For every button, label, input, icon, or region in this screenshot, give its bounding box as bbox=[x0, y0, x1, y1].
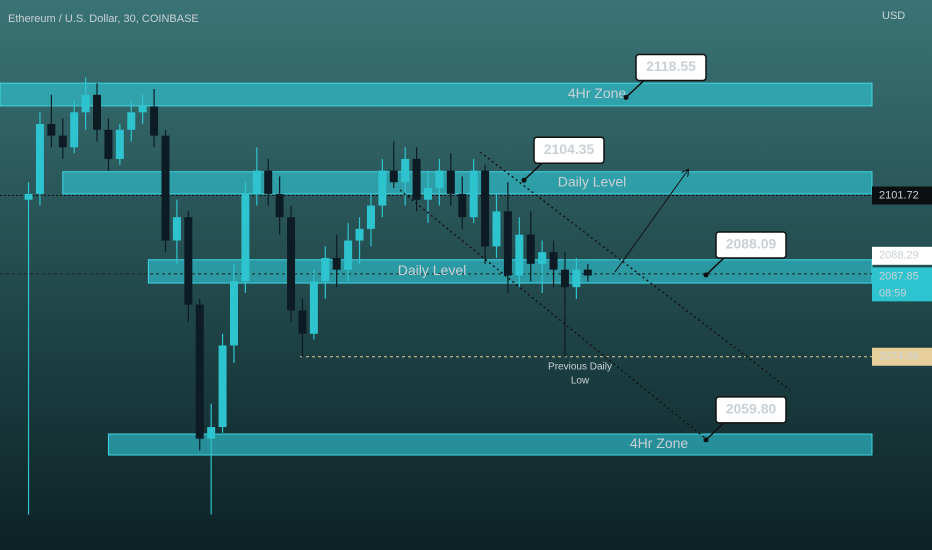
candle-body bbox=[401, 158, 410, 183]
callout-box bbox=[715, 396, 787, 424]
candle-body bbox=[35, 123, 44, 194]
callout-label: 2104.35 bbox=[544, 141, 595, 157]
candle-body bbox=[332, 258, 341, 270]
callout-anchor bbox=[703, 272, 709, 278]
candle-body bbox=[538, 252, 547, 264]
candle-body bbox=[492, 211, 501, 247]
candle-body bbox=[435, 170, 444, 189]
candle-body bbox=[560, 269, 569, 288]
candle-body bbox=[229, 281, 238, 346]
currency: USD bbox=[882, 10, 905, 22]
candle-body bbox=[184, 217, 193, 305]
candle-body bbox=[138, 106, 147, 113]
candle-body bbox=[366, 205, 375, 229]
zone-label: 4Hr Zone bbox=[630, 435, 689, 451]
candle-body bbox=[298, 310, 307, 334]
zone-label: 4Hr Zone bbox=[568, 85, 627, 101]
callout-anchor bbox=[623, 94, 629, 100]
candle-body bbox=[104, 129, 113, 159]
last-price: 2088.29 bbox=[879, 250, 919, 262]
callout-box bbox=[635, 53, 707, 82]
price-label: 2101.72 bbox=[879, 189, 919, 201]
candle-body bbox=[549, 252, 558, 270]
candle-body bbox=[389, 170, 398, 183]
arrow bbox=[614, 170, 688, 273]
candle-body bbox=[481, 170, 490, 247]
channel-line bbox=[399, 189, 706, 439]
candle-body bbox=[355, 228, 364, 241]
callout-pointer bbox=[625, 79, 645, 98]
candle-body bbox=[412, 158, 421, 200]
candle-body bbox=[161, 135, 170, 241]
candle-body bbox=[526, 234, 535, 264]
note: Previous Daily bbox=[548, 362, 612, 373]
callout-box bbox=[533, 136, 605, 164]
last-price-box bbox=[872, 246, 932, 265]
candle-body bbox=[127, 112, 136, 130]
candle-body bbox=[378, 170, 387, 206]
candle-body bbox=[115, 129, 124, 159]
candle-body bbox=[287, 217, 296, 311]
candle-body bbox=[24, 193, 33, 200]
candle-body bbox=[218, 345, 227, 428]
candle-body bbox=[321, 258, 330, 282]
current-price-box bbox=[872, 267, 932, 302]
candle-body bbox=[275, 193, 284, 218]
price-label-box bbox=[872, 347, 932, 366]
zone-label: Daily Level bbox=[558, 174, 626, 190]
candle-body bbox=[309, 281, 318, 334]
callout-box bbox=[715, 231, 787, 259]
channel bbox=[399, 151, 791, 439]
callout-anchor bbox=[521, 177, 527, 183]
candle-body bbox=[344, 240, 353, 270]
candle-body bbox=[458, 193, 467, 218]
candle-body bbox=[172, 217, 181, 241]
candle-body bbox=[93, 94, 102, 130]
callout-label: 2059.80 bbox=[726, 401, 777, 417]
candle-body bbox=[81, 94, 90, 113]
zone bbox=[107, 433, 873, 456]
callout-pointer bbox=[705, 257, 725, 276]
price-label: 2074.06 bbox=[879, 351, 919, 363]
candle-body bbox=[150, 106, 159, 136]
candle-body bbox=[207, 427, 216, 439]
zone bbox=[62, 171, 873, 195]
candle-body bbox=[583, 269, 592, 276]
candle-body bbox=[70, 112, 79, 148]
candle-body bbox=[572, 269, 581, 288]
zone-label: Daily Level bbox=[398, 262, 466, 278]
candle-body bbox=[424, 188, 433, 200]
candle-body bbox=[47, 123, 56, 136]
current-price: 2087.85 bbox=[879, 270, 919, 282]
callout-pointer bbox=[705, 422, 725, 441]
note: Low bbox=[571, 376, 590, 387]
candle-body bbox=[241, 193, 250, 282]
current-price-countdown: 08:59 bbox=[879, 287, 907, 299]
candle-body bbox=[503, 211, 512, 276]
candle-body bbox=[469, 170, 478, 218]
callout-pointer bbox=[523, 162, 543, 181]
candle-body bbox=[264, 170, 273, 194]
callout-label: 2088.09 bbox=[726, 236, 777, 252]
price-label-box bbox=[872, 186, 932, 205]
candle-body bbox=[195, 304, 204, 439]
callout-label: 2118.55 bbox=[646, 58, 696, 74]
candle-body bbox=[252, 170, 261, 194]
chart-title: Ethereum / U.S. Dollar, 30, COINBASE bbox=[8, 13, 199, 25]
zone bbox=[0, 82, 873, 107]
callout-anchor bbox=[703, 437, 709, 443]
channel-line bbox=[479, 151, 791, 391]
candle-body bbox=[58, 135, 67, 148]
candle-body bbox=[515, 234, 524, 276]
candle-body bbox=[446, 170, 455, 194]
